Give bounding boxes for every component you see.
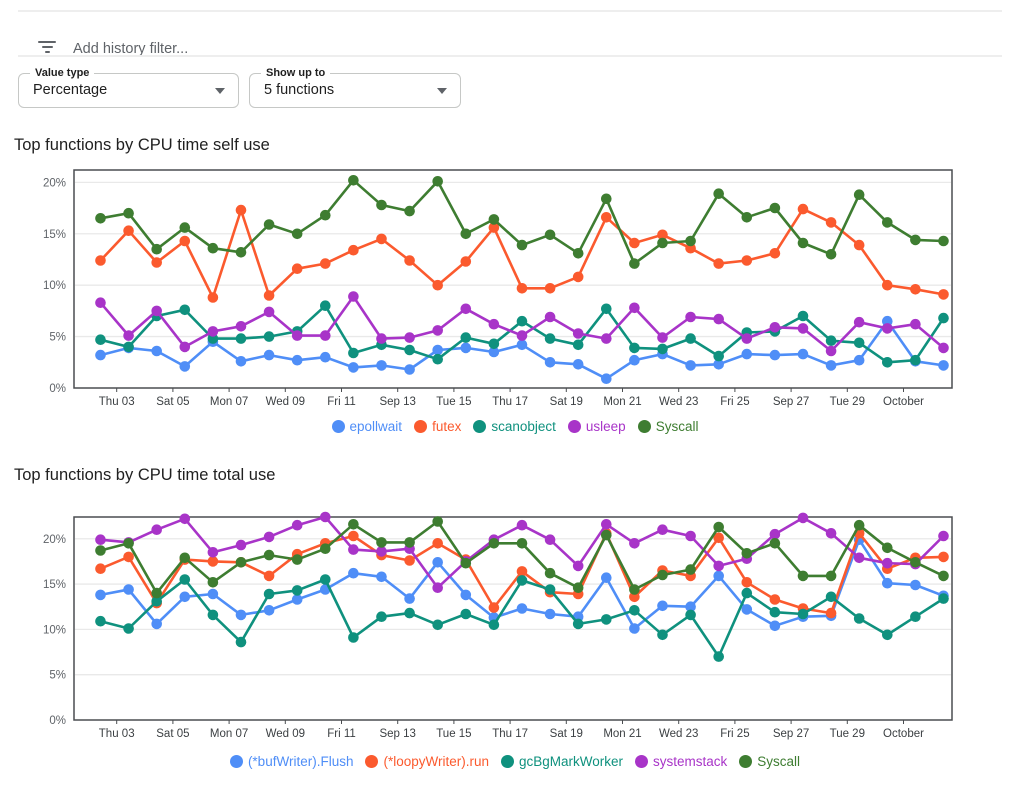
svg-text:Mon 07: Mon 07 — [210, 728, 248, 740]
chart-title-self-use: Top functions by CPU time self use — [14, 136, 270, 154]
top-divider — [18, 10, 1002, 12]
cpu-self-use-chart: Thu 03 Sat 05 Mon 07 Wed 09 Fri 11 Sep 13 Tue … — [43, 169, 953, 408]
legend-item: gcBgMarkWorker — [501, 754, 623, 769]
legend-label: (*bufWriter).Flush — [247, 753, 354, 769]
svg-text:Wed 23: Wed 23 — [659, 728, 698, 740]
svg-text:Fri 25: Fri 25 — [720, 396, 749, 408]
svg-text:Fri 25: Fri 25 — [720, 728, 749, 740]
svg-text:5%: 5% — [49, 670, 66, 682]
dropdown-arrow-icon — [437, 88, 447, 94]
history-filter-bar — [0, 12, 1002, 62]
svg-text:Sep 13: Sep 13 — [379, 728, 415, 740]
svg-text:Tue 15: Tue 15 — [436, 728, 471, 740]
legend-item: (*loopyWriter).run — [365, 754, 489, 769]
legend-item: (*bufWriter).Flush — [229, 753, 354, 769]
svg-text:20%: 20% — [43, 177, 66, 189]
svg-text:Tue 15: Tue 15 — [436, 396, 471, 408]
legend-dot-icon — [635, 754, 649, 768]
value-type-value: Percentage — [33, 82, 108, 98]
svg-text:Thu 17: Thu 17 — [492, 728, 528, 740]
svg-text:October: October — [883, 396, 924, 408]
legend-dot-icon — [473, 419, 487, 433]
legend-label: Syscall — [655, 418, 699, 434]
legend-label: gcBgMarkWorker — [519, 753, 624, 769]
legend-dot-icon — [637, 419, 651, 433]
legend-item: Syscall — [637, 418, 699, 434]
svg-text:Sat 19: Sat 19 — [550, 728, 583, 740]
svg-text:20%: 20% — [43, 534, 66, 546]
svg-text:15%: 15% — [43, 579, 66, 591]
legend-dot-icon — [229, 754, 243, 768]
svg-text:0%: 0% — [49, 383, 66, 395]
svg-text:5%: 5% — [49, 332, 66, 344]
svg-text:Mon 21: Mon 21 — [603, 396, 641, 408]
legend-dot-icon — [501, 754, 514, 768]
legend-label: systemstack — [653, 753, 728, 769]
svg-text:Tue 29: Tue 29 — [830, 728, 865, 740]
svg-text:Tue 29: Tue 29 — [830, 396, 865, 408]
value-type-select[interactable]: Value type Percentage — [18, 66, 239, 108]
svg-text:Mon 21: Mon 21 — [603, 728, 641, 740]
legend-dot-icon — [567, 419, 581, 433]
svg-text:Thu 17: Thu 17 — [492, 396, 528, 408]
svg-text:Fri 11: Fri 11 — [327, 396, 356, 408]
filter-row-divider — [18, 55, 1002, 57]
legend-dot-icon — [739, 754, 753, 768]
svg-text:Sat 19: Sat 19 — [550, 396, 583, 408]
legend-label: usleep — [585, 418, 626, 434]
cpu-self-use-legend: epollwait futex scanobject usleep Syscall — [0, 417, 1030, 435]
svg-text:Wed 23: Wed 23 — [659, 396, 698, 408]
chart-title-total-use: Top functions by CPU time total use — [14, 466, 276, 484]
legend-label: futex — [432, 418, 462, 434]
cpu-total-use-chart: Thu 03 Sat 05 Mon 07 Wed 09 Fri 11 Sep 13 Tue … — [43, 511, 953, 740]
legend-dot-icon — [365, 754, 379, 768]
legend-item: futex — [414, 419, 461, 434]
svg-text:0%: 0% — [49, 715, 66, 727]
svg-text:Wed 09: Wed 09 — [266, 728, 305, 740]
svg-text:October: October — [883, 728, 924, 740]
svg-text:10%: 10% — [43, 624, 66, 636]
value-type-label: Value type — [30, 66, 95, 80]
legend-item: scanobject — [473, 419, 556, 434]
show-up-to-label: Show up to — [261, 66, 331, 80]
svg-text:Mon 07: Mon 07 — [210, 396, 248, 408]
legend-item: systemstack — [635, 754, 727, 769]
svg-text:Sat 05: Sat 05 — [156, 396, 189, 408]
legend-label: scanobject — [491, 418, 556, 434]
legend-item: usleep — [567, 418, 626, 434]
legend-label: epollwait — [349, 418, 403, 434]
svg-text:Fri 11: Fri 11 — [327, 728, 356, 740]
legend-label: Syscall — [757, 753, 801, 769]
cpu-total-use-legend: (*bufWriter).Flush (*loopyWriter).run gcBg… — [0, 752, 1030, 770]
svg-text:15%: 15% — [43, 229, 66, 241]
history-filter-input[interactable] — [71, 36, 595, 62]
svg-text:10%: 10% — [43, 280, 66, 292]
svg-text:Thu 03: Thu 03 — [99, 396, 135, 408]
legend-item: Syscall — [739, 754, 800, 769]
svg-text:Sep 13: Sep 13 — [379, 396, 415, 408]
filter-list-icon — [38, 41, 56, 55]
svg-text:Sat 05: Sat 05 — [156, 728, 189, 740]
legend-dot-icon — [414, 419, 428, 433]
legend-label: (*loopyWriter).run — [383, 753, 489, 769]
legend-item: epollwait — [331, 418, 403, 434]
svg-text:Sep 27: Sep 27 — [773, 396, 809, 408]
dropdown-arrow-icon — [215, 88, 225, 94]
svg-text:Thu 03: Thu 03 — [99, 728, 135, 740]
show-up-to-value: 5 functions — [264, 82, 335, 98]
legend-dot-icon — [331, 419, 345, 433]
show-up-to-select[interactable]: Show up to 5 functions — [249, 66, 461, 108]
svg-text:Wed 09: Wed 09 — [266, 396, 305, 408]
svg-text:Sep 27: Sep 27 — [773, 728, 809, 740]
